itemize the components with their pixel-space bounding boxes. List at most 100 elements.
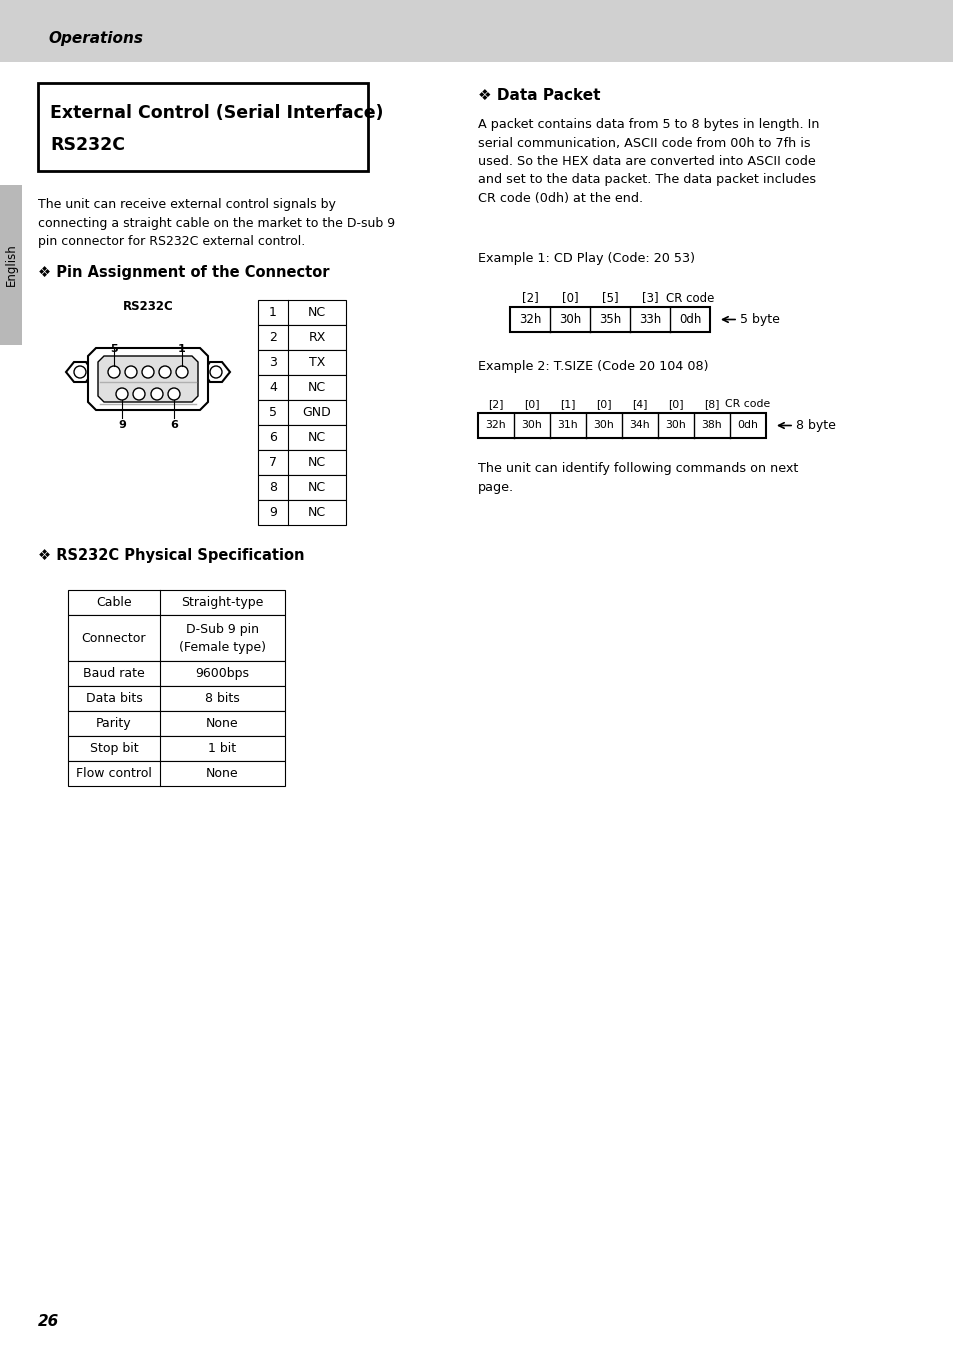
Text: The unit can receive external control signals by
connecting a straight cable on : The unit can receive external control si… <box>38 199 395 249</box>
Text: NC: NC <box>308 381 326 394</box>
Text: [2]: [2] <box>521 292 537 304</box>
Bar <box>257 326 346 350</box>
Text: 30h: 30h <box>521 420 542 431</box>
Text: 6: 6 <box>269 431 276 444</box>
Text: TX: TX <box>309 357 325 369</box>
Bar <box>68 686 285 711</box>
Circle shape <box>125 366 137 378</box>
Bar <box>257 376 346 400</box>
Bar <box>38 82 368 172</box>
Polygon shape <box>88 349 208 409</box>
Text: 3: 3 <box>269 357 276 369</box>
Text: D-Sub 9 pin: D-Sub 9 pin <box>186 623 258 635</box>
Text: 1: 1 <box>269 305 276 319</box>
Bar <box>257 350 346 376</box>
Text: [0]: [0] <box>523 399 539 409</box>
Text: 32h: 32h <box>518 313 540 326</box>
Text: RS232C: RS232C <box>123 300 173 313</box>
Text: NC: NC <box>308 457 326 469</box>
Circle shape <box>142 366 153 378</box>
Text: 30h: 30h <box>593 420 614 431</box>
Bar <box>257 300 346 326</box>
Bar <box>257 426 346 450</box>
Text: 30h: 30h <box>558 313 580 326</box>
Bar <box>68 615 285 661</box>
Text: [1]: [1] <box>559 399 576 409</box>
Text: NC: NC <box>308 507 326 519</box>
Text: Data bits: Data bits <box>86 692 142 705</box>
Text: ❖ Pin Assignment of the Connector: ❖ Pin Assignment of the Connector <box>38 265 329 280</box>
Text: Parity: Parity <box>96 717 132 730</box>
Text: 5: 5 <box>111 345 117 354</box>
Polygon shape <box>66 362 92 382</box>
Text: The unit can identify following commands on next
page.: The unit can identify following commands… <box>477 462 798 493</box>
Text: Example 2: T.SIZE (Code 20 104 08): Example 2: T.SIZE (Code 20 104 08) <box>477 359 708 373</box>
Text: None: None <box>206 717 238 730</box>
Text: (Female type): (Female type) <box>179 640 266 654</box>
Text: 38h: 38h <box>701 420 721 431</box>
Text: [0]: [0] <box>596 399 611 409</box>
Circle shape <box>74 366 86 378</box>
Text: External Control (Serial Interface): External Control (Serial Interface) <box>50 104 383 122</box>
Text: 7: 7 <box>269 457 276 469</box>
Text: 35h: 35h <box>598 313 620 326</box>
Text: NC: NC <box>308 305 326 319</box>
Text: CR code: CR code <box>665 292 714 304</box>
Text: Stop bit: Stop bit <box>90 742 138 755</box>
Text: [4]: [4] <box>632 399 647 409</box>
Text: 8: 8 <box>269 481 276 494</box>
Bar <box>68 590 285 615</box>
Text: RX: RX <box>308 331 325 345</box>
Text: [0]: [0] <box>667 399 683 409</box>
Text: 0dh: 0dh <box>737 420 758 431</box>
Bar <box>68 711 285 736</box>
Text: 26: 26 <box>38 1315 59 1329</box>
Bar <box>257 500 346 526</box>
Circle shape <box>132 388 145 400</box>
Text: ❖ RS232C Physical Specification: ❖ RS232C Physical Specification <box>38 549 304 563</box>
Polygon shape <box>98 357 198 403</box>
Bar <box>477 413 765 438</box>
Circle shape <box>175 366 188 378</box>
Circle shape <box>116 388 128 400</box>
Text: 1 bit: 1 bit <box>208 742 236 755</box>
Text: 30h: 30h <box>665 420 685 431</box>
Text: [3]: [3] <box>641 292 658 304</box>
Text: 2: 2 <box>269 331 276 345</box>
Bar <box>0 185 22 345</box>
Text: Straight-type: Straight-type <box>181 596 263 609</box>
Text: 8 bits: 8 bits <box>205 692 239 705</box>
Text: A packet contains data from 5 to 8 bytes in length. In
serial communication, ASC: A packet contains data from 5 to 8 bytes… <box>477 118 819 205</box>
Text: 34h: 34h <box>629 420 650 431</box>
Text: 4: 4 <box>269 381 276 394</box>
Bar <box>68 736 285 761</box>
Bar <box>0 0 953 62</box>
Text: 31h: 31h <box>558 420 578 431</box>
Bar <box>257 450 346 476</box>
Text: 8 byte: 8 byte <box>795 419 835 432</box>
Circle shape <box>168 388 180 400</box>
Text: Operations: Operations <box>48 31 143 46</box>
Text: 5 byte: 5 byte <box>740 313 779 326</box>
Text: NC: NC <box>308 481 326 494</box>
Text: [2]: [2] <box>488 399 503 409</box>
Text: Example 1: CD Play (Code: 20 53): Example 1: CD Play (Code: 20 53) <box>477 253 695 265</box>
Circle shape <box>210 366 222 378</box>
Text: NC: NC <box>308 431 326 444</box>
Text: Flow control: Flow control <box>76 767 152 780</box>
Bar <box>257 476 346 500</box>
Text: 32h: 32h <box>485 420 506 431</box>
Text: [8]: [8] <box>703 399 719 409</box>
Text: RS232C: RS232C <box>50 136 125 154</box>
Text: ❖ Data Packet: ❖ Data Packet <box>477 88 599 103</box>
Text: 9: 9 <box>118 420 126 430</box>
Polygon shape <box>203 362 230 382</box>
Text: Connector: Connector <box>82 631 146 644</box>
Text: Cable: Cable <box>96 596 132 609</box>
Text: 1: 1 <box>178 345 186 354</box>
Circle shape <box>108 366 120 378</box>
Text: CR code: CR code <box>724 399 770 409</box>
Bar <box>257 400 346 426</box>
Bar <box>68 761 285 786</box>
Bar <box>510 307 709 332</box>
